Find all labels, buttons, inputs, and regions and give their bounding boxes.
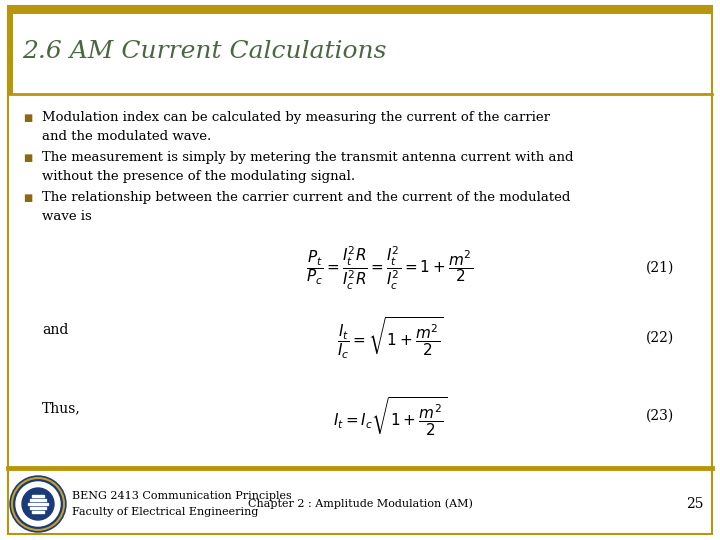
Text: Modulation index can be calculated by measuring the current of the carrier
and t: Modulation index can be calculated by me… <box>42 111 550 143</box>
Text: (23): (23) <box>646 409 674 423</box>
Bar <box>8 6 13 94</box>
Text: ■: ■ <box>23 193 32 203</box>
Text: (21): (21) <box>646 261 674 275</box>
Text: The measurement is simply by metering the transmit antenna current with and
with: The measurement is simply by metering th… <box>42 151 574 183</box>
Text: $\dfrac{I_t}{I_c} = \sqrt{1 + \dfrac{m^2}{2}}$: $\dfrac{I_t}{I_c} = \sqrt{1 + \dfrac{m^2… <box>336 315 444 361</box>
Text: ■: ■ <box>23 113 32 123</box>
Text: and: and <box>42 323 68 337</box>
Circle shape <box>16 482 60 526</box>
Bar <box>28 503 48 505</box>
Text: 25: 25 <box>686 497 703 511</box>
Text: BENG 2413 Communication Principles: BENG 2413 Communication Principles <box>72 491 292 501</box>
Circle shape <box>22 488 54 520</box>
Text: 2.6 AM Current Calculations: 2.6 AM Current Calculations <box>22 40 387 64</box>
Text: Thus,: Thus, <box>42 401 81 415</box>
Text: $\dfrac{P_t}{P_c} = \dfrac{I_t^2 R}{I_c^2 R} = \dfrac{I_t^2}{I_c^2} = 1 + \dfrac: $\dfrac{P_t}{P_c} = \dfrac{I_t^2 R}{I_c^… <box>307 245 474 292</box>
Bar <box>8 6 712 14</box>
Bar <box>30 498 46 501</box>
Text: Faculty of Electrical Engineering: Faculty of Electrical Engineering <box>72 507 258 517</box>
Text: The relationship between the carrier current and the current of the modulated
wa: The relationship between the carrier cur… <box>42 191 570 223</box>
Text: $I_t = I_c\sqrt{1 + \dfrac{m^2}{2}}$: $I_t = I_c\sqrt{1 + \dfrac{m^2}{2}}$ <box>333 395 447 437</box>
Bar <box>30 507 46 509</box>
Text: (22): (22) <box>646 331 674 345</box>
Bar <box>32 510 44 513</box>
Bar <box>32 495 44 497</box>
Circle shape <box>10 476 66 532</box>
Text: Chapter 2 : Amplitude Modulation (AM): Chapter 2 : Amplitude Modulation (AM) <box>248 499 472 509</box>
Text: ■: ■ <box>23 153 32 163</box>
